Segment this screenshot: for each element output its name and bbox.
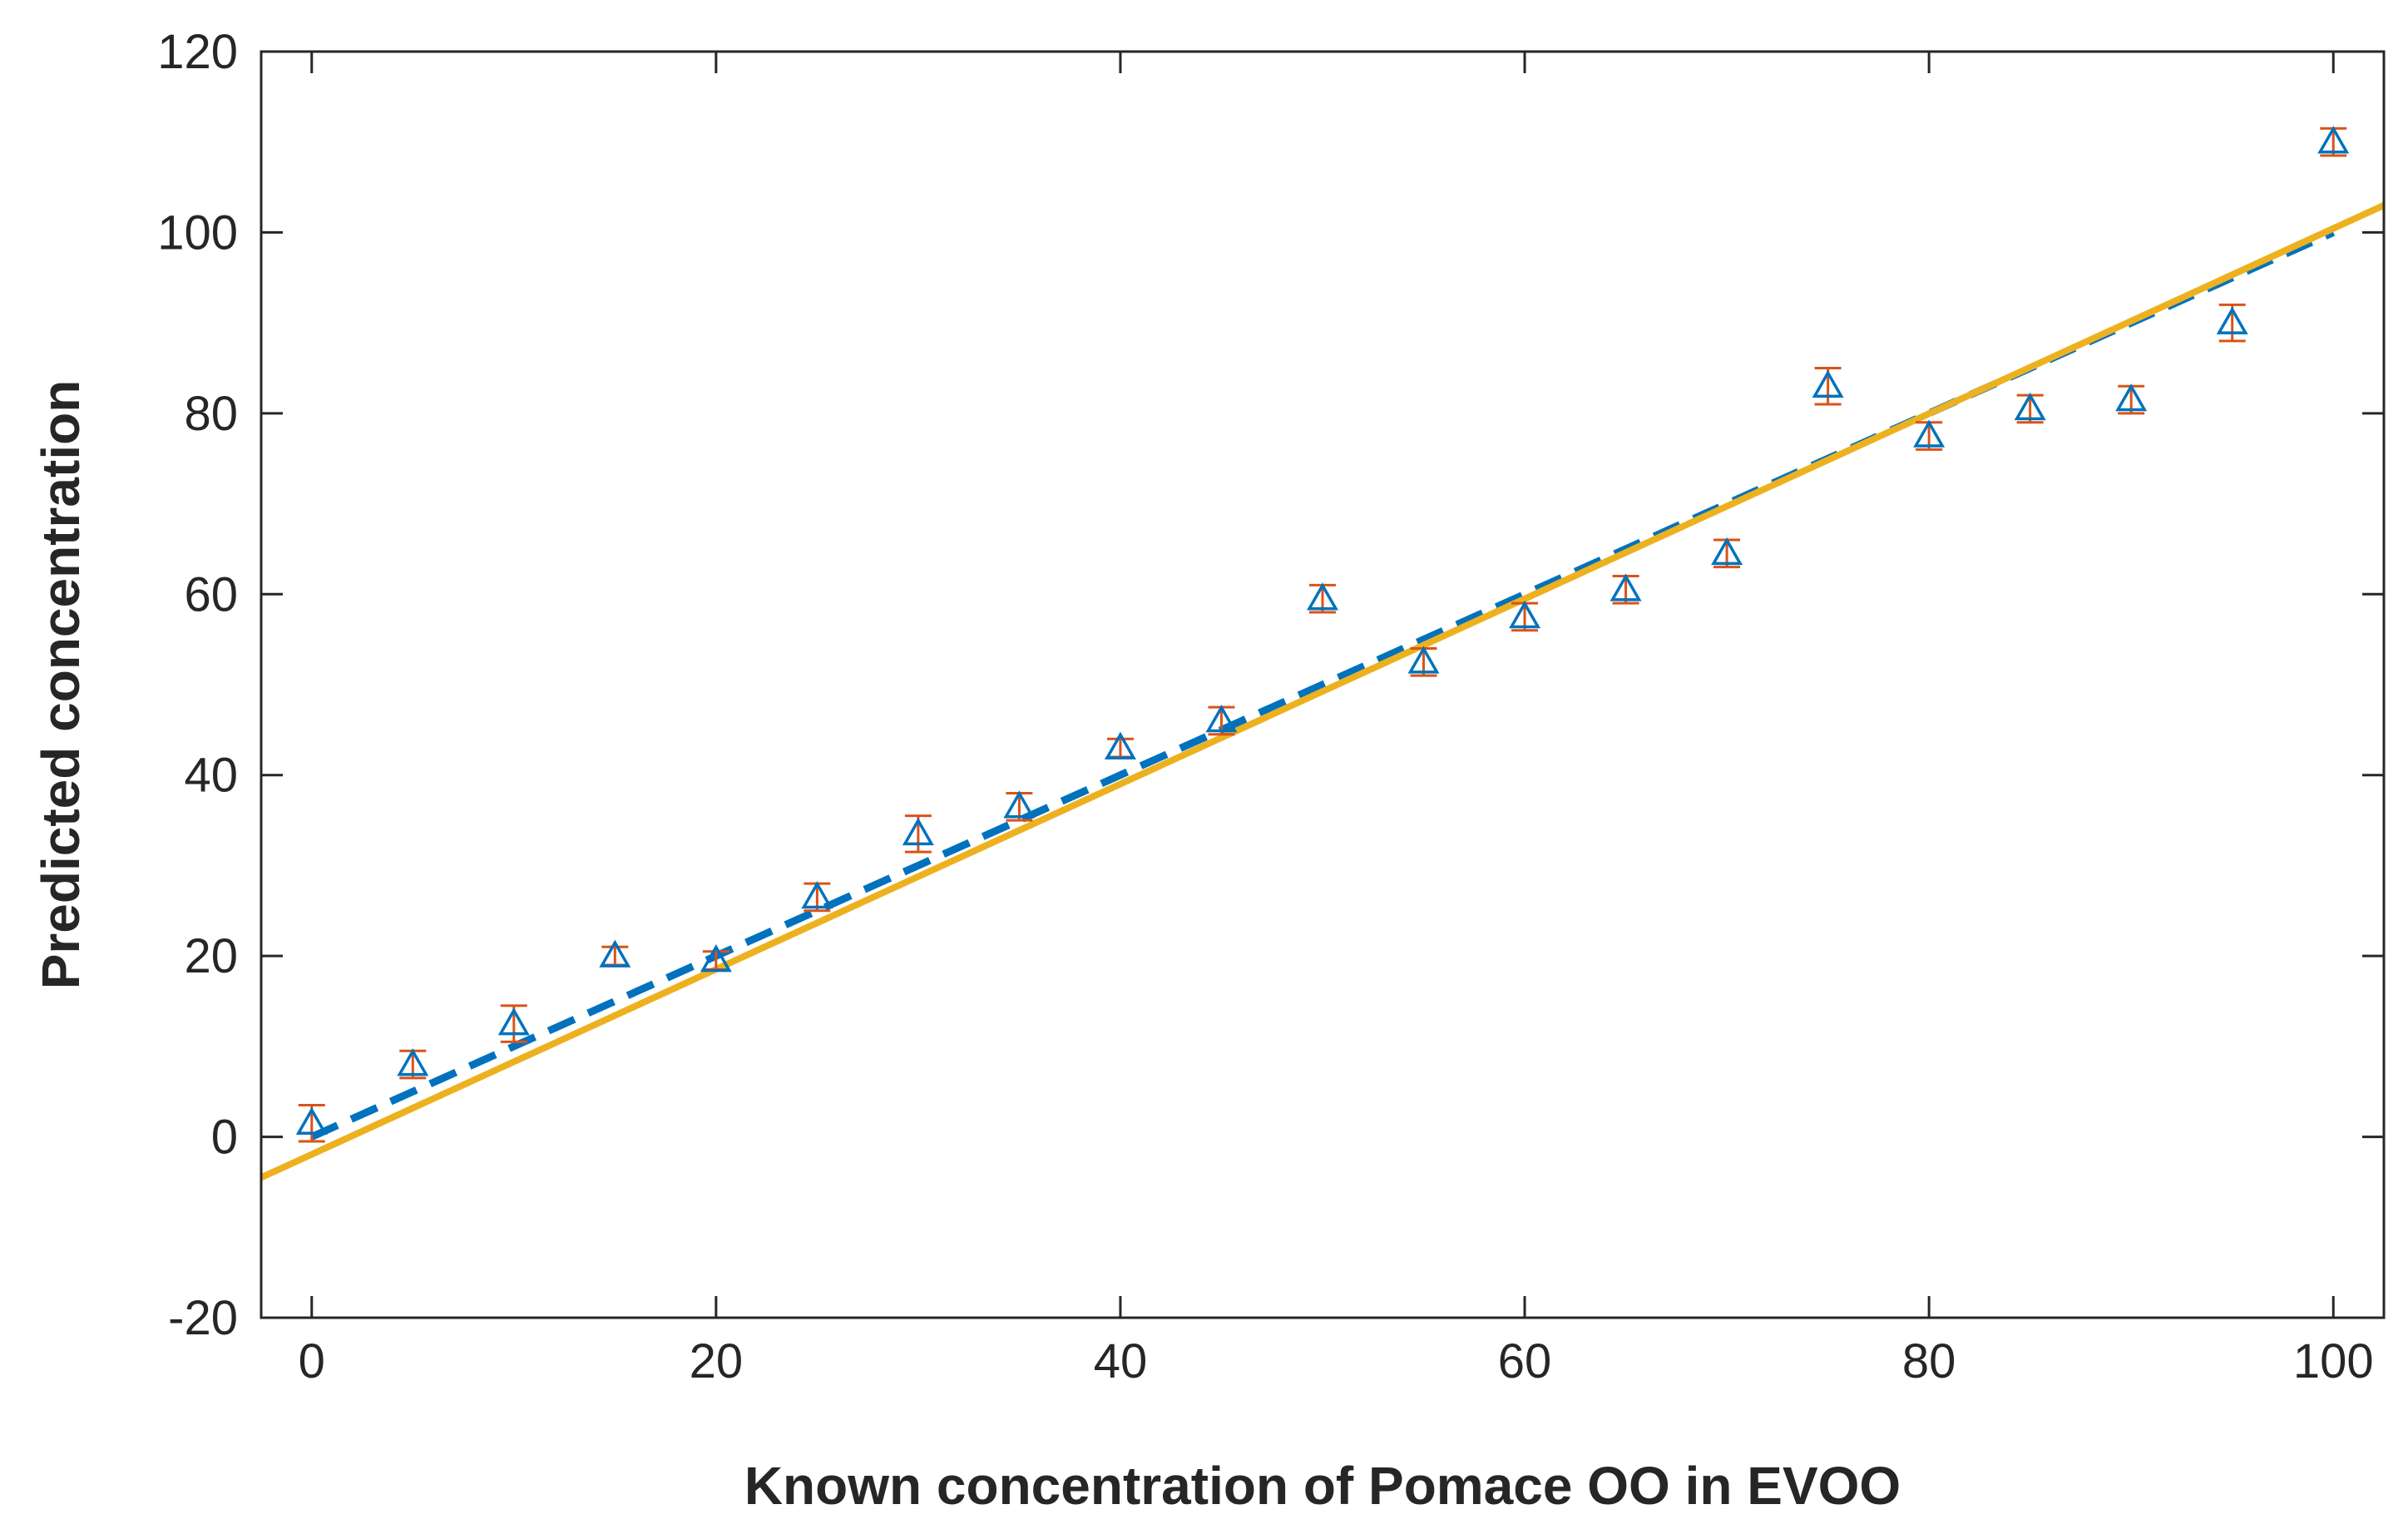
triangle-marker	[1509, 600, 1541, 629]
data-point	[397, 1048, 429, 1080]
data-point	[599, 939, 631, 967]
triangle-marker	[1003, 790, 1036, 819]
triangle-marker	[397, 1048, 429, 1076]
y-tick-label: 40	[184, 749, 238, 803]
triangle-marker	[1711, 537, 1743, 566]
triangle-marker	[2014, 392, 2046, 421]
data-point	[801, 880, 833, 913]
y-tick-label: 120	[157, 25, 238, 79]
ideal-fit-line	[309, 229, 2336, 1141]
x-tick-label: 40	[1094, 1334, 1148, 1388]
data-point	[1711, 537, 1743, 569]
triangle-marker	[1104, 731, 1136, 760]
x-tick-label: 100	[2293, 1334, 2374, 1388]
x-tick-label: 80	[1902, 1334, 1956, 1388]
y-tick-label: -20	[168, 1291, 238, 1345]
data-point	[2216, 303, 2248, 343]
data-point	[1306, 582, 1339, 614]
triangle-marker	[902, 817, 934, 846]
data-point	[1509, 600, 1541, 632]
y-tick-label: 100	[157, 205, 238, 260]
y-tick-label: 60	[184, 567, 238, 621]
triangle-marker	[2317, 126, 2350, 154]
x-axis-ticks: 0 20 40 60 80 100	[299, 52, 2374, 1388]
y-tick-label: 80	[184, 387, 238, 441]
plot-frame	[260, 50, 2386, 1319]
triangle-marker	[1812, 369, 1844, 398]
data-point	[902, 814, 934, 854]
regression-fit-line	[260, 202, 2386, 1181]
triangle-marker	[1205, 704, 1238, 733]
triangle-marker	[2115, 384, 2148, 412]
x-tick-label: 20	[690, 1334, 744, 1388]
data-point	[295, 1104, 328, 1143]
triangle-marker	[1306, 582, 1339, 611]
triangle-marker	[700, 944, 732, 972]
data-point	[2014, 392, 2046, 424]
x-tick-label: 60	[1498, 1334, 1552, 1388]
data-point	[2115, 384, 2148, 415]
data-point	[700, 944, 732, 972]
data-point	[1003, 790, 1036, 822]
triangle-marker	[599, 939, 631, 967]
data-point	[1812, 367, 1844, 406]
triangle-marker	[1609, 573, 1642, 601]
data-points	[295, 126, 2350, 1143]
data-point	[1104, 731, 1136, 760]
y-axis-title: Predicted concentration	[31, 380, 91, 990]
fit-lines	[260, 202, 2386, 1181]
data-point	[497, 1004, 530, 1043]
x-tick-label: 0	[299, 1334, 325, 1388]
y-tick-label: 0	[211, 1111, 238, 1165]
x-axis-title: Known concentration of Pomace OO in EVOO	[744, 1456, 1901, 1516]
data-point	[1407, 646, 1440, 677]
triangle-marker	[1407, 646, 1440, 674]
triangle-marker	[2216, 306, 2248, 334]
triangle-marker	[1913, 419, 1946, 448]
data-point	[1609, 573, 1642, 605]
triangle-marker	[295, 1106, 328, 1136]
triangle-marker	[801, 880, 833, 909]
data-point	[1205, 704, 1238, 736]
y-axis-ticks: -20 0 20 40 60 80 100 120	[157, 25, 2384, 1345]
data-point	[2317, 126, 2350, 157]
data-point	[1913, 419, 1946, 451]
y-tick-label: 20	[184, 929, 238, 983]
triangle-marker	[497, 1007, 530, 1036]
